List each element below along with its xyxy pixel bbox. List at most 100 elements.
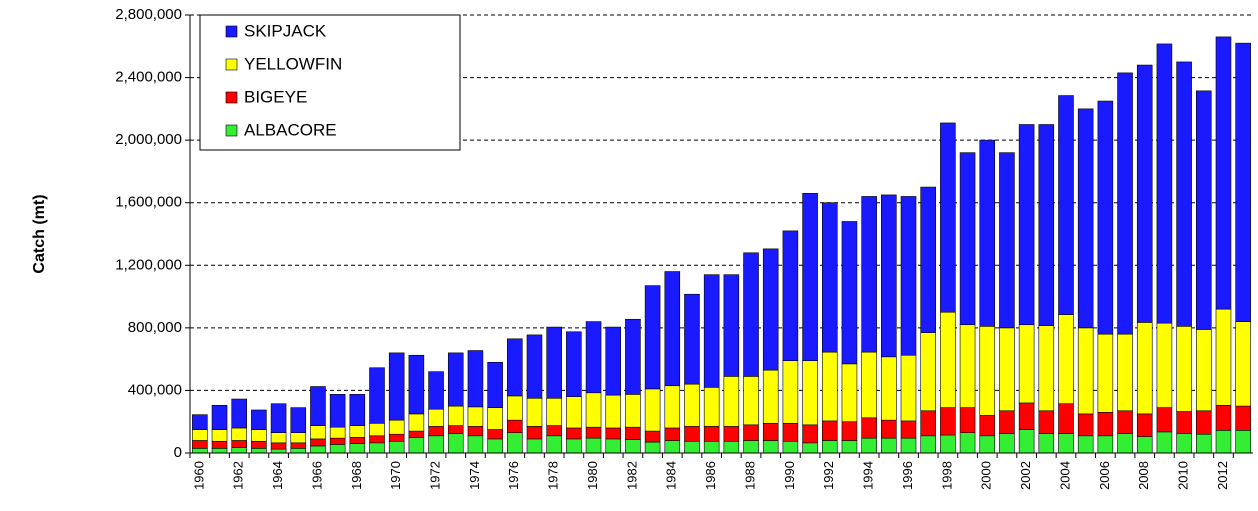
bar-segment [940,407,956,436]
bar-segment [920,332,936,412]
bar-segment [1156,407,1173,433]
legend-label: BIGEYE [244,87,307,106]
bar-segment [723,274,740,377]
bar-segment [349,394,366,426]
bar-segment [546,435,562,454]
bar-segment [920,186,936,333]
bar-segment [1196,90,1212,330]
bar-segment [369,442,385,454]
bar-segment [762,369,779,424]
bar-segment [487,438,503,454]
bar-segment [900,196,917,356]
bar-segment [979,139,996,327]
bar-segment [526,438,543,454]
x-tick-label: 2002 [1018,461,1033,490]
bar-segment [507,338,523,397]
y-tick-label: 1,600,000 [115,194,182,211]
bar-segment [507,432,523,454]
bar-segment [1196,433,1212,454]
bar-segment [546,425,562,437]
bar-segment [1176,411,1192,434]
bar-segment [447,425,464,434]
bar-segment [408,354,425,415]
bar-segment [428,371,444,410]
x-tick-label: 1980 [585,461,600,490]
bar-segment [329,437,346,445]
bar-segment [1117,333,1133,412]
bar-segment [1235,405,1251,431]
bar-segment [979,325,996,416]
bar-segment [1235,321,1251,407]
bar-segment [959,152,976,326]
bar-segment [1215,308,1232,406]
x-tick-label: 1988 [742,461,757,490]
bar-segment [762,248,779,371]
bar-segment [1038,410,1055,434]
bar-segment [1018,124,1035,326]
bar-segment [762,422,779,441]
bar-segment [664,440,681,454]
bar-segment [1038,433,1055,454]
y-tick-label: 400,000 [128,381,182,398]
bar-segment [231,440,247,448]
bar-segment [526,397,543,427]
bar-segment [1235,42,1251,322]
bar-segment [841,363,858,423]
bar-segment [349,425,366,438]
bar-segment [605,326,622,396]
bar-segment [1077,413,1094,437]
bar-segment [1235,430,1251,454]
bar-segment [369,422,385,437]
bar-segment [270,432,287,444]
bar-segment [664,271,681,387]
bar-segment [959,324,976,408]
bar-segment [605,394,622,429]
bar-segment [743,252,759,377]
bar-segment [861,417,877,439]
bar-segment [566,438,582,454]
bar-segment [979,415,996,437]
bar-segment [900,437,917,454]
bar-segment [920,435,936,454]
bar-segment [428,435,444,454]
bar-segment [566,396,582,429]
bar-segment [310,438,326,447]
bar-segment [1117,433,1133,454]
y-tick-label: 2,400,000 [115,69,182,86]
bar-segment [192,440,208,449]
bar-segment [1136,64,1153,323]
x-tick-label: 1960 [191,461,206,490]
bar-segment [1156,322,1173,408]
bar-segment [979,435,996,454]
bar-segment [1077,435,1094,454]
bar-segment [388,440,405,454]
bar-segment [428,408,444,427]
x-tick-label: 1964 [270,461,285,490]
x-tick-label: 1962 [231,461,246,490]
bar-segment [802,360,818,426]
bar-segment [447,352,464,407]
bar-segment [644,441,661,454]
bar-segment [349,443,366,454]
bar-segment [211,448,228,454]
bar-segment [644,285,661,390]
bar-segment [782,360,799,424]
bar-segment [1058,314,1074,405]
x-tick-label: 1998 [939,461,954,490]
bar-segment [192,429,208,441]
bar-segment [1117,72,1133,335]
bar-segment [802,442,818,454]
bar-segment [1156,43,1173,324]
bar-segment [703,386,720,427]
y-tick-label: 1,200,000 [115,256,182,273]
bar-segment [1215,404,1232,431]
x-tick-label: 2006 [1097,461,1112,490]
bar-segment [211,404,228,430]
bar-segment [940,434,956,454]
bar-segment [881,419,897,439]
bar-segment [1176,325,1192,412]
bar-segment [1176,61,1192,327]
bar-segment [270,403,287,433]
bar-segment [920,410,936,437]
